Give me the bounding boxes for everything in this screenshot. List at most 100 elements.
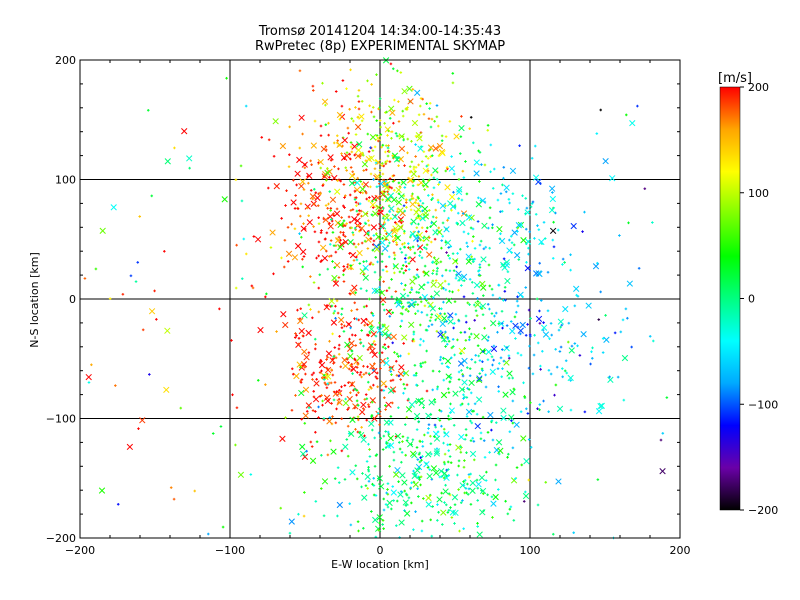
data-point [356,141,363,148]
data-point [367,403,370,406]
data-point [336,111,344,119]
data-point [234,443,237,447]
data-point [221,196,228,203]
data-point [329,439,332,443]
data-point [332,355,336,358]
data-point [326,167,329,170]
data-point [337,167,340,171]
data-point [555,478,562,485]
data-point [356,415,360,419]
data-point [448,193,456,201]
data-point [376,260,379,264]
data-point [345,321,352,328]
data-point [282,265,286,269]
data-point [398,364,405,371]
data-point [409,450,417,457]
data-point [461,212,465,215]
data-point [427,427,430,430]
data-point [429,442,433,445]
data-point [416,239,419,243]
data-point [430,154,434,157]
data-point [359,228,363,232]
data-point [467,487,471,491]
data-point [441,221,445,225]
data-point [313,187,316,191]
data-point [336,399,343,406]
data-point [298,182,305,190]
data-point [385,491,388,495]
data-point [372,484,376,487]
data-point [378,351,381,355]
data-point [488,216,492,220]
data-point [312,225,315,228]
data-point [590,350,593,354]
data-point [385,213,389,216]
data-point [336,466,340,469]
data-point [333,477,337,480]
data-point [430,220,438,227]
data-point [367,219,370,222]
data-point [310,163,313,167]
data-point [393,257,396,261]
data-point [436,142,444,150]
x-tick-label: 0 [377,544,384,557]
data-point [554,347,557,351]
data-point [344,341,351,348]
data-point [489,368,496,375]
data-point [367,342,375,349]
data-point [332,311,336,315]
data-point [425,313,429,317]
data-point [387,419,394,426]
data-point [354,196,358,199]
data-point [565,371,569,375]
data-point [429,155,432,158]
data-point [408,291,412,294]
data-point [337,178,341,182]
data-point [481,313,485,317]
data-point [357,318,361,322]
data-point [362,181,370,188]
data-point [436,417,440,420]
data-point [417,291,421,294]
data-point [422,167,429,174]
data-point [451,494,459,501]
data-point [371,312,374,315]
data-point [453,353,456,357]
data-point [320,453,323,457]
data-point [462,230,466,234]
data-point [329,209,332,212]
data-point [421,455,424,458]
data-point [459,501,463,504]
data-point [415,371,418,375]
data-point [386,499,393,507]
data-point [427,423,431,426]
data-point [403,387,407,390]
data-point [399,71,403,74]
data-point [386,218,390,222]
data-point [394,132,398,135]
data-point [490,428,493,432]
data-point [561,375,564,379]
data-point [314,410,317,413]
data-point [450,356,453,360]
data-point [404,260,408,264]
data-point [397,224,404,231]
data-point [385,231,393,238]
data-point [462,480,465,483]
data-point [399,378,402,381]
data-point [298,327,305,335]
data-point [514,337,517,340]
data-point [444,330,447,334]
data-point [465,415,469,418]
data-point [407,268,411,271]
data-point [414,510,417,513]
data-point [349,145,353,149]
data-point [346,126,350,130]
data-point [387,435,394,442]
data-point [400,267,404,271]
data-point [326,382,329,386]
data-point [378,119,382,122]
data-point [431,272,434,275]
data-point [515,310,518,314]
